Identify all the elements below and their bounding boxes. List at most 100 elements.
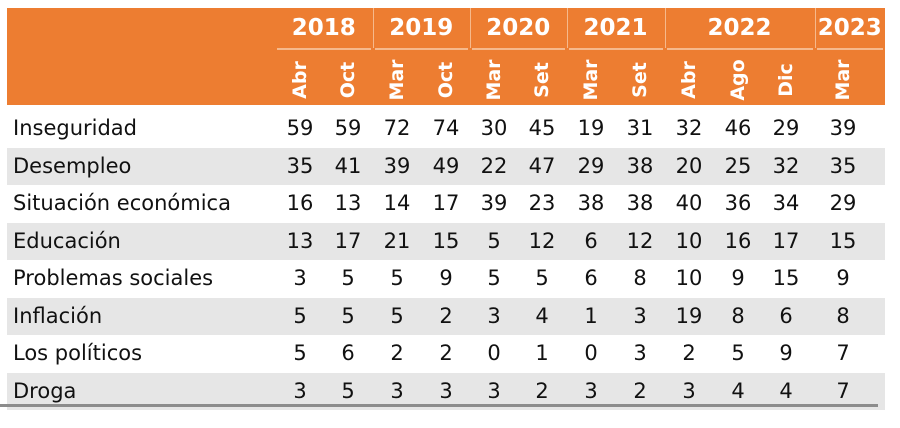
table-cell: 6 [779,303,793,328]
year-underline [816,48,883,50]
table-row: Desempleo 35 41 39 49 22 47 29 38 20 25 32 35 [7,147,885,185]
table-cell: 41 [334,153,362,178]
table-cell: 6 [584,266,598,290]
table-cell: 35 [829,153,857,178]
row-label: Inflación [13,303,103,328]
month-label: Set [629,62,651,98]
month-label: Ago [727,59,749,101]
table-cell: 12 [626,228,654,253]
table-cell: 10 [675,228,703,253]
month-header: Set [517,52,567,108]
table-header: 2018 2019 2020 2021 2022 2023 Abr Oct Mar Oct Mar… [7,8,885,105]
table-cell: 23 [528,191,556,215]
table-cell: 19 [675,303,703,328]
year-divider [814,8,816,48]
table-body: Inseguridad 59 59 72 74 30 45 19 31 32 46 29 39 Desem… [7,110,885,410]
month-header: Oct [421,52,471,108]
table-row: Los políticos 5 6 2 2 0 1 0 3 2 5 9 7 [7,335,885,373]
table-row: Inseguridad 59 59 72 74 30 45 19 31 32 46 29 39 [7,110,885,148]
table-cell: 3 [390,378,404,403]
table-cell: 32 [772,153,800,178]
table-cell: 8 [731,303,745,328]
table-cell: 5 [535,266,549,290]
year-header: 2023 [817,15,882,41]
row-label: Droga [13,378,77,403]
table-cell: 59 [286,116,314,140]
table-cell: 39 [829,116,857,140]
year-divider [566,8,568,48]
table-cell: 0 [487,341,501,365]
table-cell: 17 [334,228,362,253]
table-cell: 59 [334,116,362,140]
table-row: Droga 3 5 3 3 3 2 3 2 3 4 4 7 [7,372,885,410]
table-cell: 9 [779,341,793,365]
year-underline [568,48,663,50]
month-header: Abr [664,52,714,108]
table-cell: 5 [390,303,404,328]
table-cell: 5 [341,378,355,403]
month-header: Abr [275,52,325,108]
year-underline [374,48,468,50]
year-underline [277,48,371,50]
month-label: Oct [435,61,457,99]
row-label: Problemas sociales [13,266,214,290]
table-cell: 17 [772,228,800,253]
table-cell: 38 [626,191,654,215]
month-label: Mar [386,59,408,101]
table-cell: 38 [626,153,654,178]
table-cell: 3 [584,378,598,403]
year-underline [666,48,813,50]
table-cell: 2 [439,341,453,365]
table-cell: 34 [772,191,800,215]
year-header: 2018 [291,15,356,41]
table-cell: 1 [584,303,598,328]
table-cell: 2 [682,341,696,365]
month-label: Mar [832,59,854,101]
month-header: Oct [323,52,373,108]
table-cell: 40 [675,191,703,215]
table-cell: 5 [390,266,404,290]
month-label: Abr [678,61,700,99]
year-divider [664,8,666,48]
row-label: Inseguridad [13,116,138,140]
table-cell: 20 [675,153,703,178]
table-cell: 5 [293,341,307,365]
table-cell: 8 [633,266,647,290]
row-label: Desempleo [13,153,132,178]
table-cell: 9 [836,266,850,290]
table-cell: 16 [724,228,752,253]
table-cell: 31 [626,116,654,140]
table-cell: 2 [439,303,453,328]
table-cell: 47 [528,153,556,178]
table-cell: 12 [528,228,556,253]
table-cell: 38 [577,191,605,215]
table-cell: 7 [836,378,850,403]
table-cell: 6 [584,228,598,253]
table-row: Problemas sociales 3 5 5 9 5 5 6 8 10 9 15 9 [7,260,885,298]
table-cell: 36 [724,191,752,215]
table-cell: 74 [432,116,460,140]
table-cell: 49 [432,153,460,178]
month-label: Abr [289,61,311,99]
table-cell: 15 [772,266,800,290]
table-row: Educación 13 17 21 15 5 12 6 12 10 16 17 15 [7,222,885,260]
table-cell: 72 [383,116,411,140]
table-cell: 14 [383,191,411,215]
month-header: Dic [761,52,811,108]
month-header: Mar [372,52,422,108]
table-cell: 9 [731,266,745,290]
year-underline [472,48,565,50]
table-cell: 1 [535,341,549,365]
table-cell: 17 [432,191,460,215]
table-cell: 10 [675,266,703,290]
table-cell: 15 [432,228,460,253]
table-cell: 29 [772,116,800,140]
table-cell: 5 [293,303,307,328]
table-cell: 4 [731,378,745,403]
table-cell: 3 [633,303,647,328]
table-cell: 13 [286,228,314,253]
bottom-rule [0,404,878,407]
table-cell: 2 [535,378,549,403]
month-label: Mar [483,59,505,101]
month-label: Dic [775,63,797,97]
